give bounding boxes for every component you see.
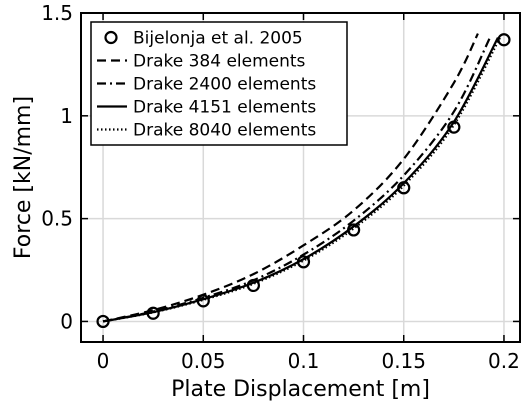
x-tick-label: 0.2	[488, 349, 520, 373]
legend-entry-label: Bijelonja et al. 2005	[133, 29, 303, 49]
x-tick-label: 0.15	[381, 349, 426, 373]
data-point-marker	[296, 255, 311, 269]
data-point-marker	[96, 314, 110, 329]
y-tick-label: 1.5	[41, 1, 73, 25]
series-line-4	[102, 37, 501, 323]
series-layer	[96, 33, 511, 329]
legend-marker-icon	[104, 30, 118, 45]
x-tick-label: 0	[97, 349, 110, 373]
x-tick-label: 0.05	[181, 349, 226, 373]
legend-entry-label: Drake 8040 elements	[133, 121, 316, 141]
data-point-marker	[246, 278, 260, 293]
axis-ticks: 0 0.05 0.1 0.15 0.2 0 0.5 1 1.5	[41, 1, 520, 373]
legend-box	[90, 21, 348, 146]
data-point-marker	[196, 294, 210, 308]
legend-entry-label: Drake 4151 elements	[133, 98, 316, 118]
data-point-marker	[397, 181, 411, 195]
legend-entry-label: Drake 2400 elements	[133, 75, 316, 95]
plot-frame	[80, 12, 521, 343]
y-tick-label: 1	[60, 104, 73, 128]
y-tick-label: 0	[60, 309, 73, 333]
x-axis-label: Plate Displacement [m]	[171, 377, 430, 402]
data-point-marker	[146, 306, 160, 320]
data-point-marker	[497, 33, 511, 47]
y-axis-label: Force [kN/mm]	[11, 96, 36, 259]
data-point-marker	[447, 120, 461, 134]
x-tick-label: 0.1	[288, 349, 320, 373]
legend: Bijelonja et al. 2005 Drake 384 elements D…	[90, 21, 348, 146]
data-point-marker	[347, 223, 361, 237]
legend-entry-label: Drake 384 elements	[133, 52, 306, 72]
y-tick-label: 0.5	[41, 207, 73, 231]
